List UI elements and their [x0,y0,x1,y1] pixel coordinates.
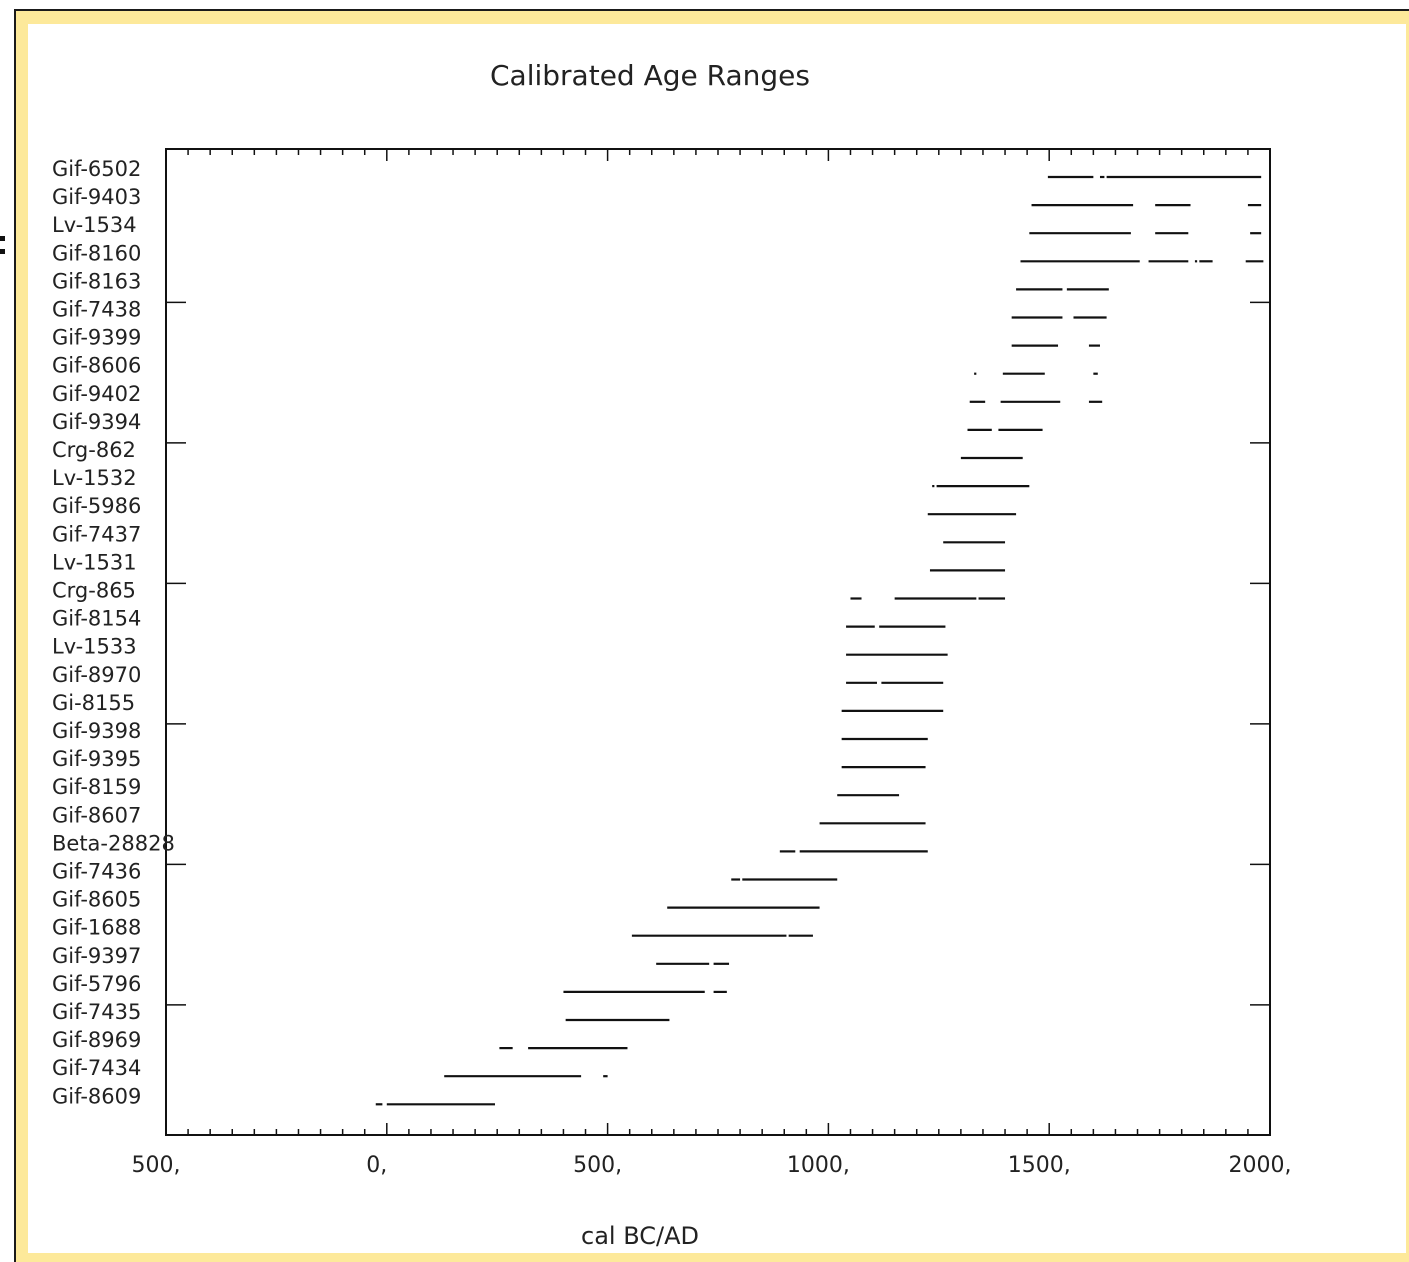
x-tick-label: 500, [132,1153,181,1178]
x-tick-label: 1000, [787,1153,850,1178]
sample-label: Gif-8163 [52,269,141,293]
x-tick-label: 0, [366,1153,387,1178]
x-axis-label: cal BC/AD [581,1222,699,1250]
sample-labels: Gif-6502 Gif-9403 Lv-1534 Gif-8160 Gif-8163 G… [52,157,175,1108]
sample-label: Gif-7438 [52,298,141,322]
sample-label: Lv-1531 [52,550,137,574]
sample-label: Crg-862 [52,438,136,462]
sample-label: Gif-5986 [52,494,141,518]
sample-label: Gif-9402 [52,382,141,406]
sample-label: Lv-1532 [52,466,137,490]
chart-title: Calibrated Age Ranges [490,59,810,92]
sample-label: Gif-9397 [52,944,141,968]
sample-label: Gif-9399 [52,326,141,350]
sample-label: Gif-9398 [52,719,141,743]
plot-frame [165,148,1271,1136]
sample-label: Gif-7435 [52,1000,141,1024]
window-edge-fragment [0,236,6,276]
sample-label: Gif-7434 [52,1056,141,1080]
sample-label: Gif-7437 [52,522,141,546]
sample-label: Gif-7436 [52,860,141,884]
sample-label: Gif-1688 [52,916,141,940]
x-tick-labels: 500, 0, 500, 1000, 1500, 2000, [132,1153,1292,1178]
sample-label: Lv-1533 [52,635,137,659]
x-tick-label: 1500, [1008,1153,1071,1178]
sample-label: Gif-8159 [52,775,141,799]
chart-panel [28,24,1406,1253]
sample-label: Gif-8605 [52,888,141,912]
sample-label: Gif-8607 [52,803,141,827]
sample-label: Gif-6502 [52,157,141,181]
sample-label: Gif-8970 [52,663,141,687]
sample-label: Lv-1534 [52,213,137,237]
sample-label: Beta-28828 [52,831,175,855]
sample-label: Gif-8606 [52,354,141,378]
sample-label: Crg-865 [52,579,136,603]
x-tick-label: 500, [573,1153,622,1178]
sample-label: Gif-8160 [52,241,141,265]
sample-label: Gi-8155 [52,691,135,715]
x-tick-label: 2000, [1229,1153,1292,1178]
sample-label: Gif-8969 [52,1028,141,1052]
sample-label: Gif-9394 [52,410,141,434]
axis-ticks [165,149,1271,1135]
sample-label: Gif-5796 [52,972,141,996]
calibrated-ranges [375,175,1264,1106]
sample-label: Gif-8154 [52,607,141,631]
sample-label: Gif-9403 [52,185,141,209]
sample-label: Gif-9395 [52,747,141,771]
sample-label: Gif-8609 [52,1084,141,1108]
